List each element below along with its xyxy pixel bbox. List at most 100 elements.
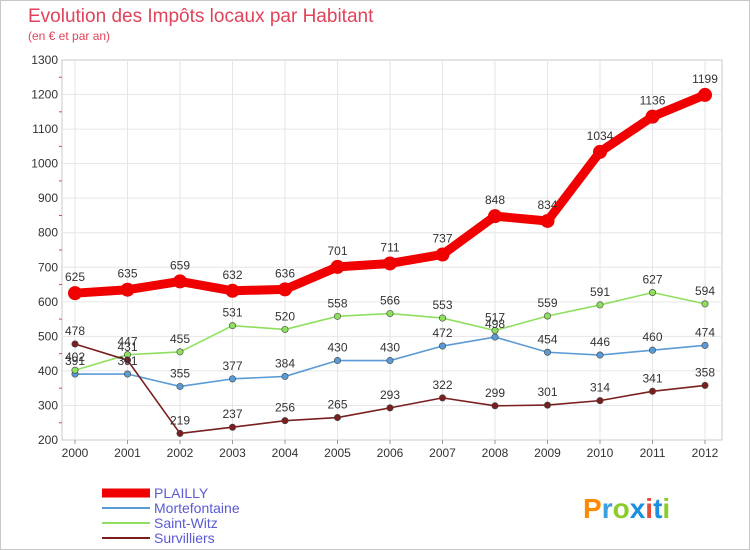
data-label-mortefontaine: 377 — [222, 359, 242, 373]
data-point-survilliers — [71, 340, 79, 348]
y-tick-label: 300 — [38, 398, 58, 412]
data-label-survilliers: 358 — [695, 365, 715, 379]
data-point-saint-witz — [229, 322, 237, 330]
data-label-survilliers: 301 — [537, 385, 557, 399]
proxiti-logo-letter: P — [583, 493, 602, 524]
data-label-saint-witz: 559 — [537, 296, 557, 310]
data-point-survilliers — [281, 417, 289, 425]
data-point-plailly — [593, 144, 607, 159]
data-point-mortefontaine — [281, 372, 289, 380]
y-tick-label: 600 — [38, 295, 58, 309]
y-tick-label: 800 — [38, 226, 58, 240]
y-tick-label: 1200 — [31, 88, 58, 102]
data-point-survilliers — [543, 401, 551, 409]
data-label-saint-witz: 447 — [117, 335, 137, 349]
data-point-plailly — [225, 283, 240, 298]
y-tick-label: 1000 — [31, 157, 58, 171]
data-label-saint-witz: 517 — [485, 310, 505, 324]
data-point-mortefontaine — [333, 357, 341, 365]
legend-label-survilliers: Survilliers — [154, 530, 215, 546]
legend-label-mortefontaine: Mortefontaine — [154, 500, 240, 516]
data-label-saint-witz: 402 — [65, 350, 85, 364]
data-point-mortefontaine — [491, 333, 499, 341]
x-tick-label: 2001 — [114, 446, 141, 460]
x-tick-label: 2000 — [62, 446, 89, 460]
data-label-saint-witz: 594 — [695, 284, 715, 298]
data-point-plailly — [435, 247, 450, 262]
y-tick-label: 900 — [38, 191, 58, 205]
data-label-mortefontaine: 430 — [380, 341, 400, 355]
data-label-mortefontaine: 391 — [65, 354, 85, 368]
data-point-mortefontaine — [124, 370, 132, 378]
data-label-survilliers: 256 — [275, 401, 295, 415]
legend-label-saint-witz: Saint-Witz — [154, 515, 218, 531]
data-point-mortefontaine — [176, 382, 184, 390]
y-tick-label: 500 — [38, 329, 58, 343]
data-point-survilliers — [229, 423, 237, 431]
data-label-saint-witz: 520 — [275, 309, 295, 323]
data-label-survilliers: 341 — [642, 371, 662, 385]
data-label-survilliers: 431 — [117, 340, 137, 354]
data-point-saint-witz — [701, 300, 709, 308]
data-point-survilliers — [596, 397, 604, 405]
data-label-survilliers: 237 — [222, 407, 242, 421]
data-point-saint-witz — [71, 366, 79, 374]
x-tick-label: 2009 — [534, 446, 561, 460]
data-point-survilliers — [386, 404, 394, 412]
data-label-survilliers: 293 — [380, 388, 400, 402]
data-label-plailly: 659 — [170, 258, 190, 272]
data-label-mortefontaine: 446 — [590, 335, 610, 349]
data-label-saint-witz: 455 — [170, 332, 190, 346]
x-tick-label: 2003 — [219, 446, 246, 460]
data-point-survilliers — [124, 356, 132, 364]
chart-title: Evolution des Impôts locaux par Habitant — [28, 6, 374, 27]
data-point-survilliers — [648, 387, 656, 395]
data-label-plailly: 848 — [485, 193, 505, 207]
data-label-plailly: 1199 — [692, 72, 718, 86]
data-label-survilliers: 299 — [485, 386, 505, 400]
data-label-survilliers: 478 — [65, 324, 85, 338]
axes: 200 300 400 500 600 700 800 900 1000 1100 1200 1300… — [31, 53, 718, 460]
proxiti-logo-letter: o — [613, 493, 630, 524]
x-tick-label: 2004 — [272, 446, 299, 460]
y-tick-label: 400 — [38, 364, 58, 378]
data-label-plailly: 701 — [327, 244, 347, 258]
data-label-plailly: 737 — [432, 231, 452, 245]
data-point-mortefontaine — [596, 351, 604, 359]
data-label-mortefontaine: 454 — [537, 332, 557, 346]
data-point-mortefontaine — [229, 375, 237, 383]
proxiti-logo-letter: t — [653, 493, 662, 524]
x-tick-label: 2006 — [377, 446, 404, 460]
y-tick-label: 200 — [38, 433, 58, 447]
data-point-saint-witz — [386, 310, 394, 318]
plot-area — [61, 59, 723, 441]
data-label-saint-witz: 558 — [327, 296, 347, 310]
data-point-plailly — [173, 274, 187, 289]
data-labels: 391 391 355 377 384 430 430 472 498 454 446 460 474 4… — [65, 72, 718, 428]
data-label-mortefontaine: 472 — [432, 326, 452, 340]
data-label-plailly: 711 — [380, 240, 399, 254]
chart-subtitle: (en € et par an) — [28, 29, 110, 43]
x-tick-label: 2010 — [587, 446, 614, 460]
data-point-plailly — [68, 286, 82, 301]
y-tick-label: 1300 — [31, 53, 58, 67]
data-point-plailly — [278, 282, 292, 297]
y-tick-label: 1100 — [32, 122, 58, 136]
data-point-mortefontaine — [438, 342, 446, 350]
data-label-plailly: 635 — [117, 267, 137, 281]
proxiti-logo-letter: i — [662, 493, 670, 524]
data-label-plailly: 625 — [65, 270, 85, 284]
data-point-plailly — [120, 282, 135, 297]
data-label-mortefontaine: 460 — [642, 330, 662, 344]
proxiti-logo: Proxiti — [583, 493, 670, 524]
data-label-plailly: 834 — [537, 198, 557, 212]
data-label-plailly: 1136 — [640, 94, 666, 108]
data-point-mortefontaine — [701, 341, 709, 349]
data-label-mortefontaine: 430 — [327, 341, 347, 355]
proxiti-logo-letter: x — [630, 493, 646, 524]
data-point-survilliers — [176, 429, 184, 437]
x-tick-label: 2008 — [482, 446, 509, 460]
data-point-survilliers — [701, 381, 709, 389]
data-label-survilliers: 219 — [170, 413, 190, 427]
